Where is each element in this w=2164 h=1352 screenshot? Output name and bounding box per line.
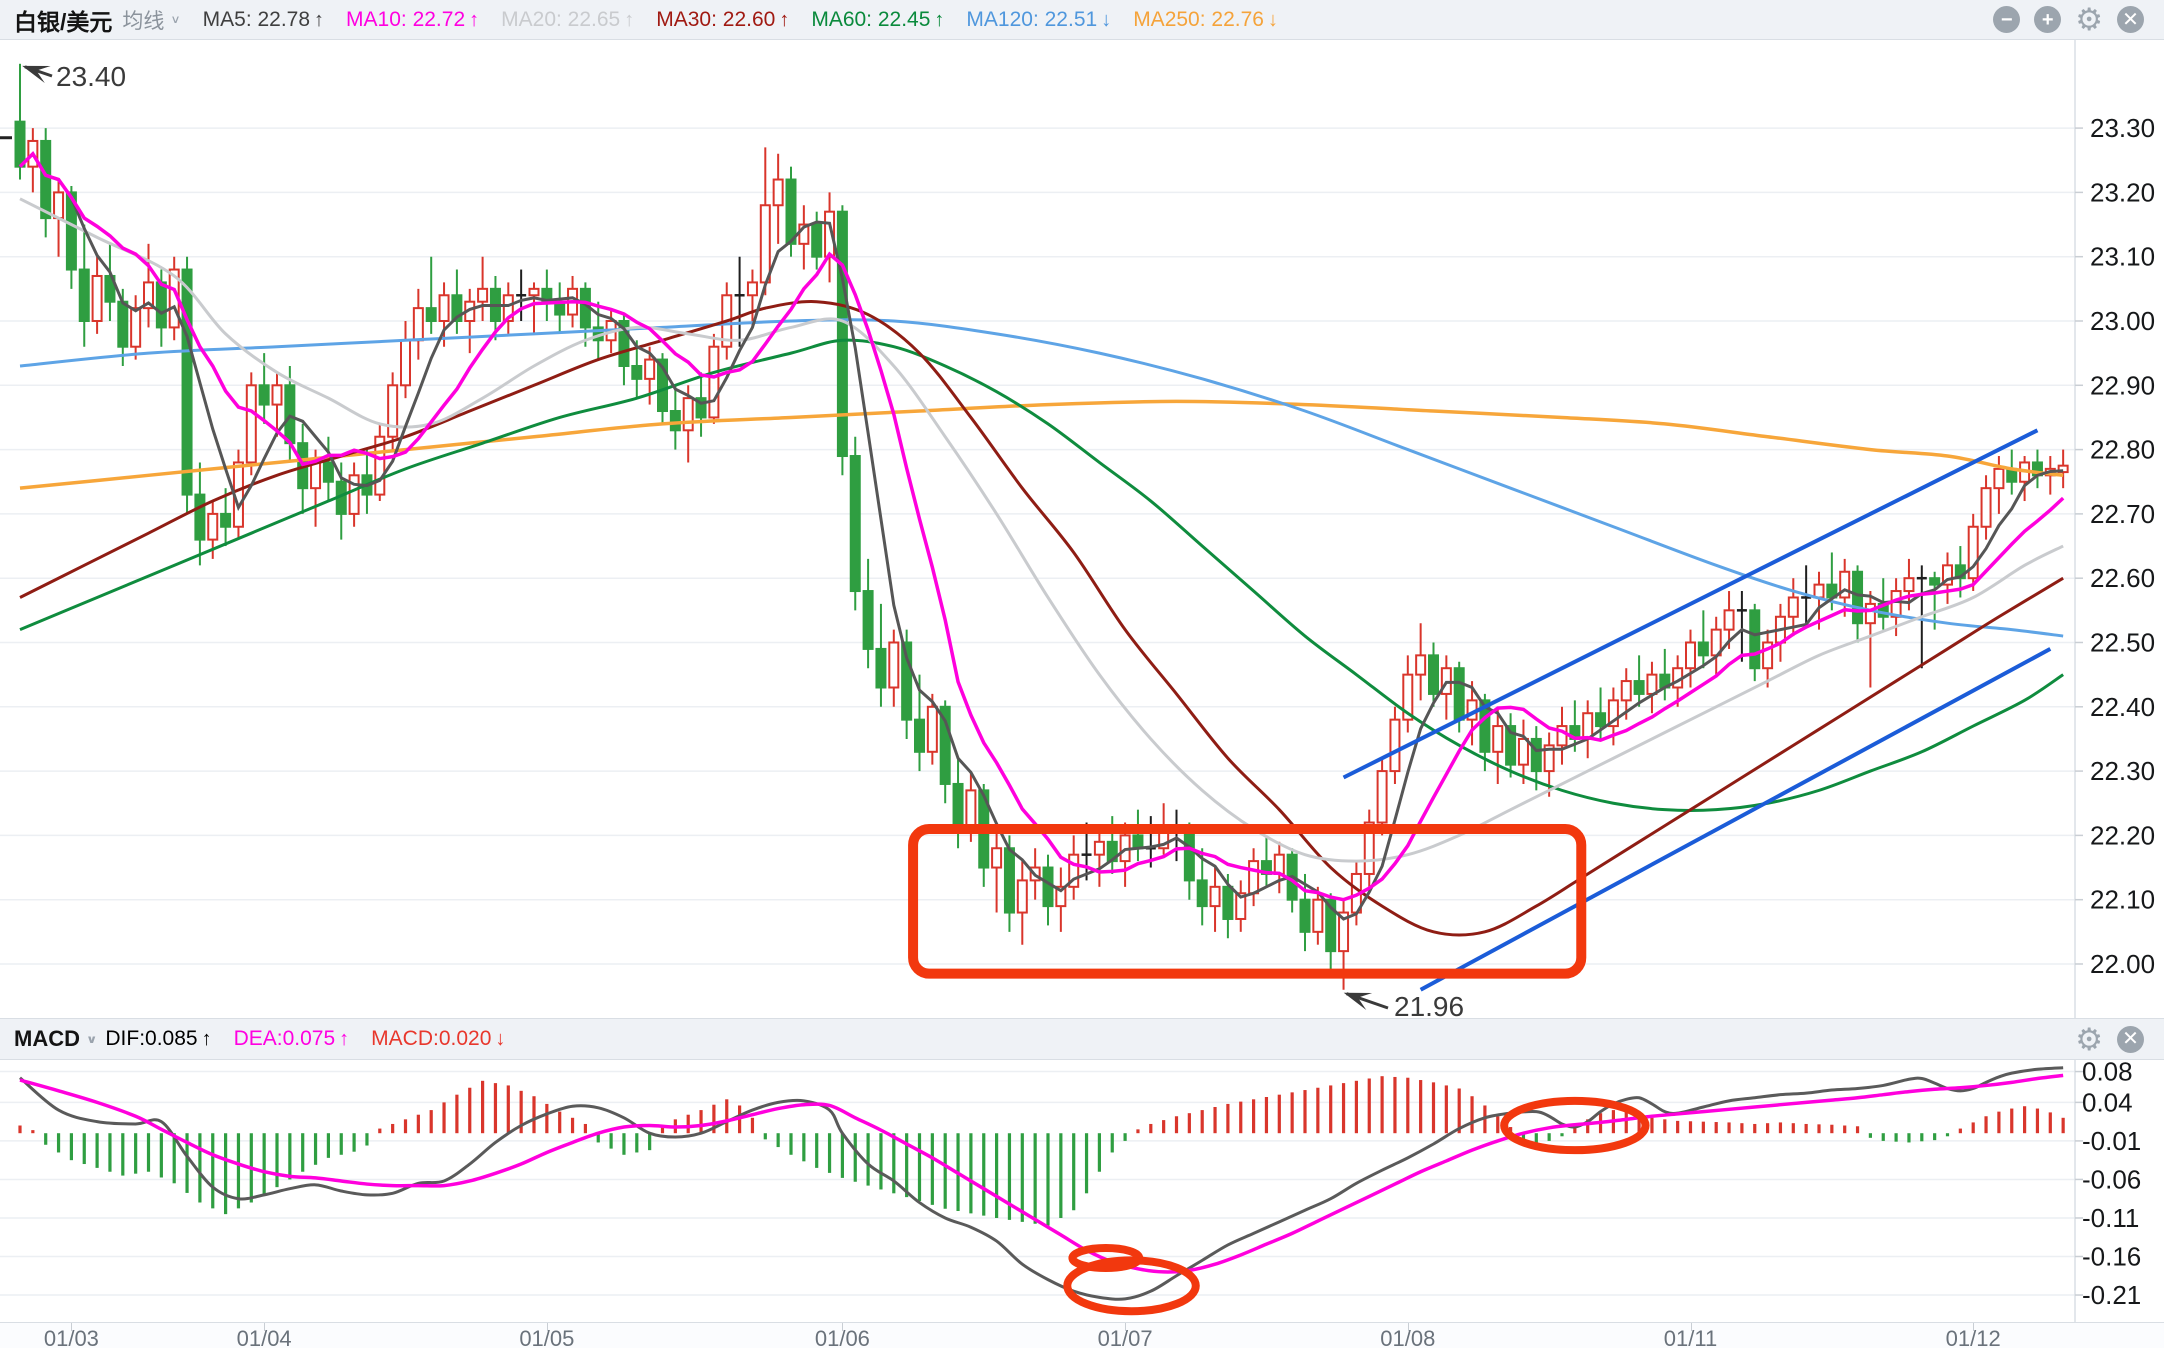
date-tick (1125, 1323, 1127, 1331)
macd-axis-label: -0.06 (2082, 1164, 2141, 1194)
price-axis-label: 22.40 (2090, 692, 2155, 722)
macd-panel-buttons: ⚙ ✕ (2075, 1024, 2150, 1055)
price-axis-label: 23.20 (2090, 177, 2155, 207)
dif-line (19, 1066, 2064, 1301)
trend-channel (1342, 428, 2052, 992)
ma30-line (19, 300, 2064, 937)
settings-gear-icon[interactable]: ⚙ (2075, 2, 2103, 37)
macd-ellipse-annotations (1063, 1096, 1650, 1316)
zoom-out-button[interactable]: − (1993, 6, 2021, 33)
ma250-line (19, 399, 2064, 490)
date-tick (71, 1323, 73, 1331)
date-tick (264, 1323, 266, 1331)
macd-axis-label: 0.08 (2082, 1060, 2133, 1087)
ma20-line (19, 197, 2064, 863)
price-axis-label: 23.10 (2090, 242, 2155, 272)
price-axis-label: 22.50 (2090, 627, 2155, 657)
price-axis-label: 22.70 (2090, 499, 2155, 529)
price-axis-label: 22.30 (2090, 756, 2155, 786)
date-axis: 01/03 01/04 01/05 01/06 01/07 01/08 01/11 01/12 (0, 1322, 2164, 1351)
price-gridlines (0, 127, 2075, 965)
macd-axis-label: -0.01 (2082, 1126, 2141, 1156)
price-axis-label: 23.00 (2090, 306, 2155, 336)
date-label: 01/05 (519, 1326, 575, 1351)
macd-axis: 0.080.04 -0.01 -0.06 -0.11 -0.16 -0.21 (2074, 1060, 2141, 1322)
price-axis-label: 22.00 (2090, 949, 2155, 979)
price-axis: 23.30 23.20 23.10 23.00 22.90 22.80 22.70 22.60… (2074, 40, 2155, 1018)
price-axis-label: 22.60 (2090, 563, 2155, 593)
macd-legend: DIF:0.085 ↑ DEA:0.075 ↑ MACD:0.020 ↓ (105, 1027, 2075, 1051)
macd-ellipse-annotation (1500, 1096, 1650, 1155)
price-axis-label: 23.30 (2090, 113, 2155, 143)
date-label: 01/08 (1380, 1326, 1436, 1351)
ma-legend-item: MA10: 22.72 ↑ (346, 7, 480, 31)
low-annotation: 21.96 (1343, 991, 1464, 1018)
macd-legend-item: DIF:0.085 ↑ (105, 1027, 212, 1050)
ma-legend-item: MA250: 22.76 ↓ (1133, 7, 1278, 31)
ma-selector-dropdown[interactable]: 均线 ∨ (122, 5, 180, 35)
macd-ellipse-annotation (1063, 1256, 1200, 1316)
price-axis-label: 22.10 (2090, 885, 2155, 915)
date-tick (1690, 1323, 1692, 1331)
date-label: 01/03 (43, 1326, 99, 1351)
ma-legend-item: MA5: 22.78 ↑ (202, 7, 325, 31)
macd-gridlines (0, 1070, 2075, 1296)
chevron-down-icon: ∨ (170, 12, 181, 26)
ma-selector-label: 均线 (122, 9, 165, 33)
macd-close-icon[interactable]: ✕ (2117, 1025, 2144, 1053)
date-tick (1407, 1323, 1409, 1331)
macd-chart[interactable]: 0.080.04 -0.01 -0.06 -0.11 -0.16 -0.21 (0, 1060, 2164, 1322)
pair-title: 白银/美元 (14, 8, 113, 35)
trendline-lower (1419, 647, 2052, 992)
price-chart[interactable]: 23.40 21.96 23.30 23.20 23.10 23.00 22.90 22.80… (0, 40, 2164, 1018)
high-annotation: 23.40 (22, 61, 126, 92)
date-label: 01/04 (236, 1326, 292, 1351)
chevron-down-icon: ∨ (86, 1032, 98, 1045)
ma-legend-item: MA120: 22.51 ↓ (966, 7, 1112, 31)
ma-legend: MA5: 22.78 ↑ MA10: 22.72 ↑ MA20: 22.65 ↑ MA30:… (203, 8, 1994, 32)
trendline-upper (1342, 428, 2039, 780)
price-axis-label: 22.90 (2090, 370, 2155, 400)
date-tick (842, 1323, 844, 1331)
macd-selector-dropdown[interactable]: MACD ∨ (14, 1026, 97, 1052)
macd-title: MACD (14, 1026, 80, 1051)
svg-text:23.40: 23.40 (56, 61, 126, 92)
macd-axis-label: -0.21 (2082, 1280, 2141, 1310)
macd-settings-gear-icon[interactable]: ⚙ (2075, 1021, 2103, 1057)
ma-legend-item: MA60: 22.45 ↑ (811, 7, 945, 31)
zoom-in-button[interactable]: + (2034, 6, 2062, 33)
date-tick (546, 1323, 548, 1331)
date-label: 01/12 (1945, 1326, 2001, 1351)
date-tick (1973, 1323, 1975, 1331)
price-axis-label: 22.20 (2090, 820, 2155, 850)
date-label: 01/07 (1097, 1326, 1153, 1351)
macd-axis-label: -0.11 (2082, 1203, 2139, 1233)
toolbar-buttons: − + ⚙ ✕ (1993, 4, 2150, 35)
ma5-line (18, 151, 2064, 921)
macd-panel-header: MACD ∨ DIF:0.085 ↑ DEA:0.075 ↑ MACD:0.020 ↓ ⚙… (0, 1018, 2164, 1060)
macd-legend-item: MACD:0.020 ↓ (371, 1027, 506, 1050)
ma120-line (19, 318, 2064, 638)
dea-line (19, 1073, 2064, 1274)
date-label: 01/11 (1663, 1326, 1718, 1351)
macd-axis-label: -0.16 (2082, 1242, 2141, 1272)
date-label: 01/06 (814, 1326, 870, 1351)
close-icon[interactable]: ✕ (2117, 6, 2144, 33)
ma-legend-item: MA20: 22.65 ↑ (501, 7, 635, 31)
price-axis-label: 22.80 (2090, 435, 2155, 465)
chart-toolbar: 白银/美元 均线 ∨ MA5: 22.78 ↑ MA10: 22.72 ↑ MA20: … (0, 0, 2164, 40)
macd-axis-label: 0.04 (2082, 1087, 2133, 1117)
ma-legend-item: MA30: 22.60 ↑ (656, 7, 790, 31)
macd-legend-item: DEA:0.075 ↑ (233, 1027, 350, 1050)
annotation-box (908, 823, 1587, 979)
svg-text:21.96: 21.96 (1394, 991, 1464, 1018)
